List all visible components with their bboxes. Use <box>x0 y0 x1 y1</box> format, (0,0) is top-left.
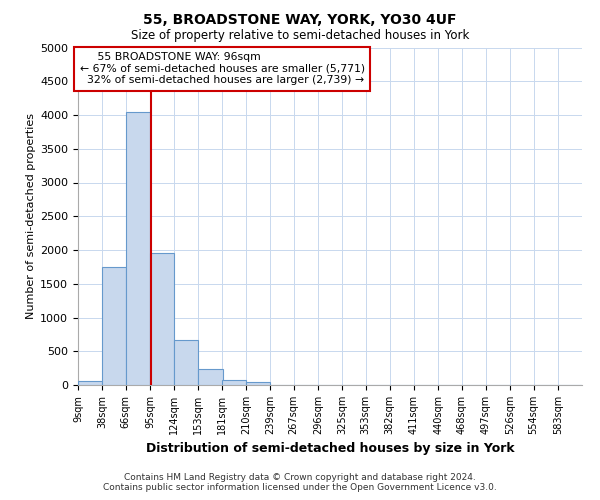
Text: 55 BROADSTONE WAY: 96sqm
← 67% of semi-detached houses are smaller (5,771)
  32%: 55 BROADSTONE WAY: 96sqm ← 67% of semi-d… <box>80 52 365 86</box>
Bar <box>246 382 270 385</box>
Y-axis label: Number of semi-detached properties: Number of semi-detached properties <box>26 114 36 320</box>
Bar <box>102 267 127 385</box>
Text: 55, BROADSTONE WAY, YORK, YO30 4UF: 55, BROADSTONE WAY, YORK, YO30 4UF <box>143 12 457 26</box>
Bar <box>125 112 150 385</box>
X-axis label: Distribution of semi-detached houses by size in York: Distribution of semi-detached houses by … <box>146 442 514 456</box>
Bar <box>222 380 246 385</box>
Bar <box>199 369 223 385</box>
Bar <box>78 381 102 385</box>
Bar <box>150 254 174 385</box>
Text: Size of property relative to semi-detached houses in York: Size of property relative to semi-detach… <box>131 29 469 42</box>
Bar <box>174 340 199 385</box>
Text: Contains HM Land Registry data © Crown copyright and database right 2024.
Contai: Contains HM Land Registry data © Crown c… <box>103 473 497 492</box>
